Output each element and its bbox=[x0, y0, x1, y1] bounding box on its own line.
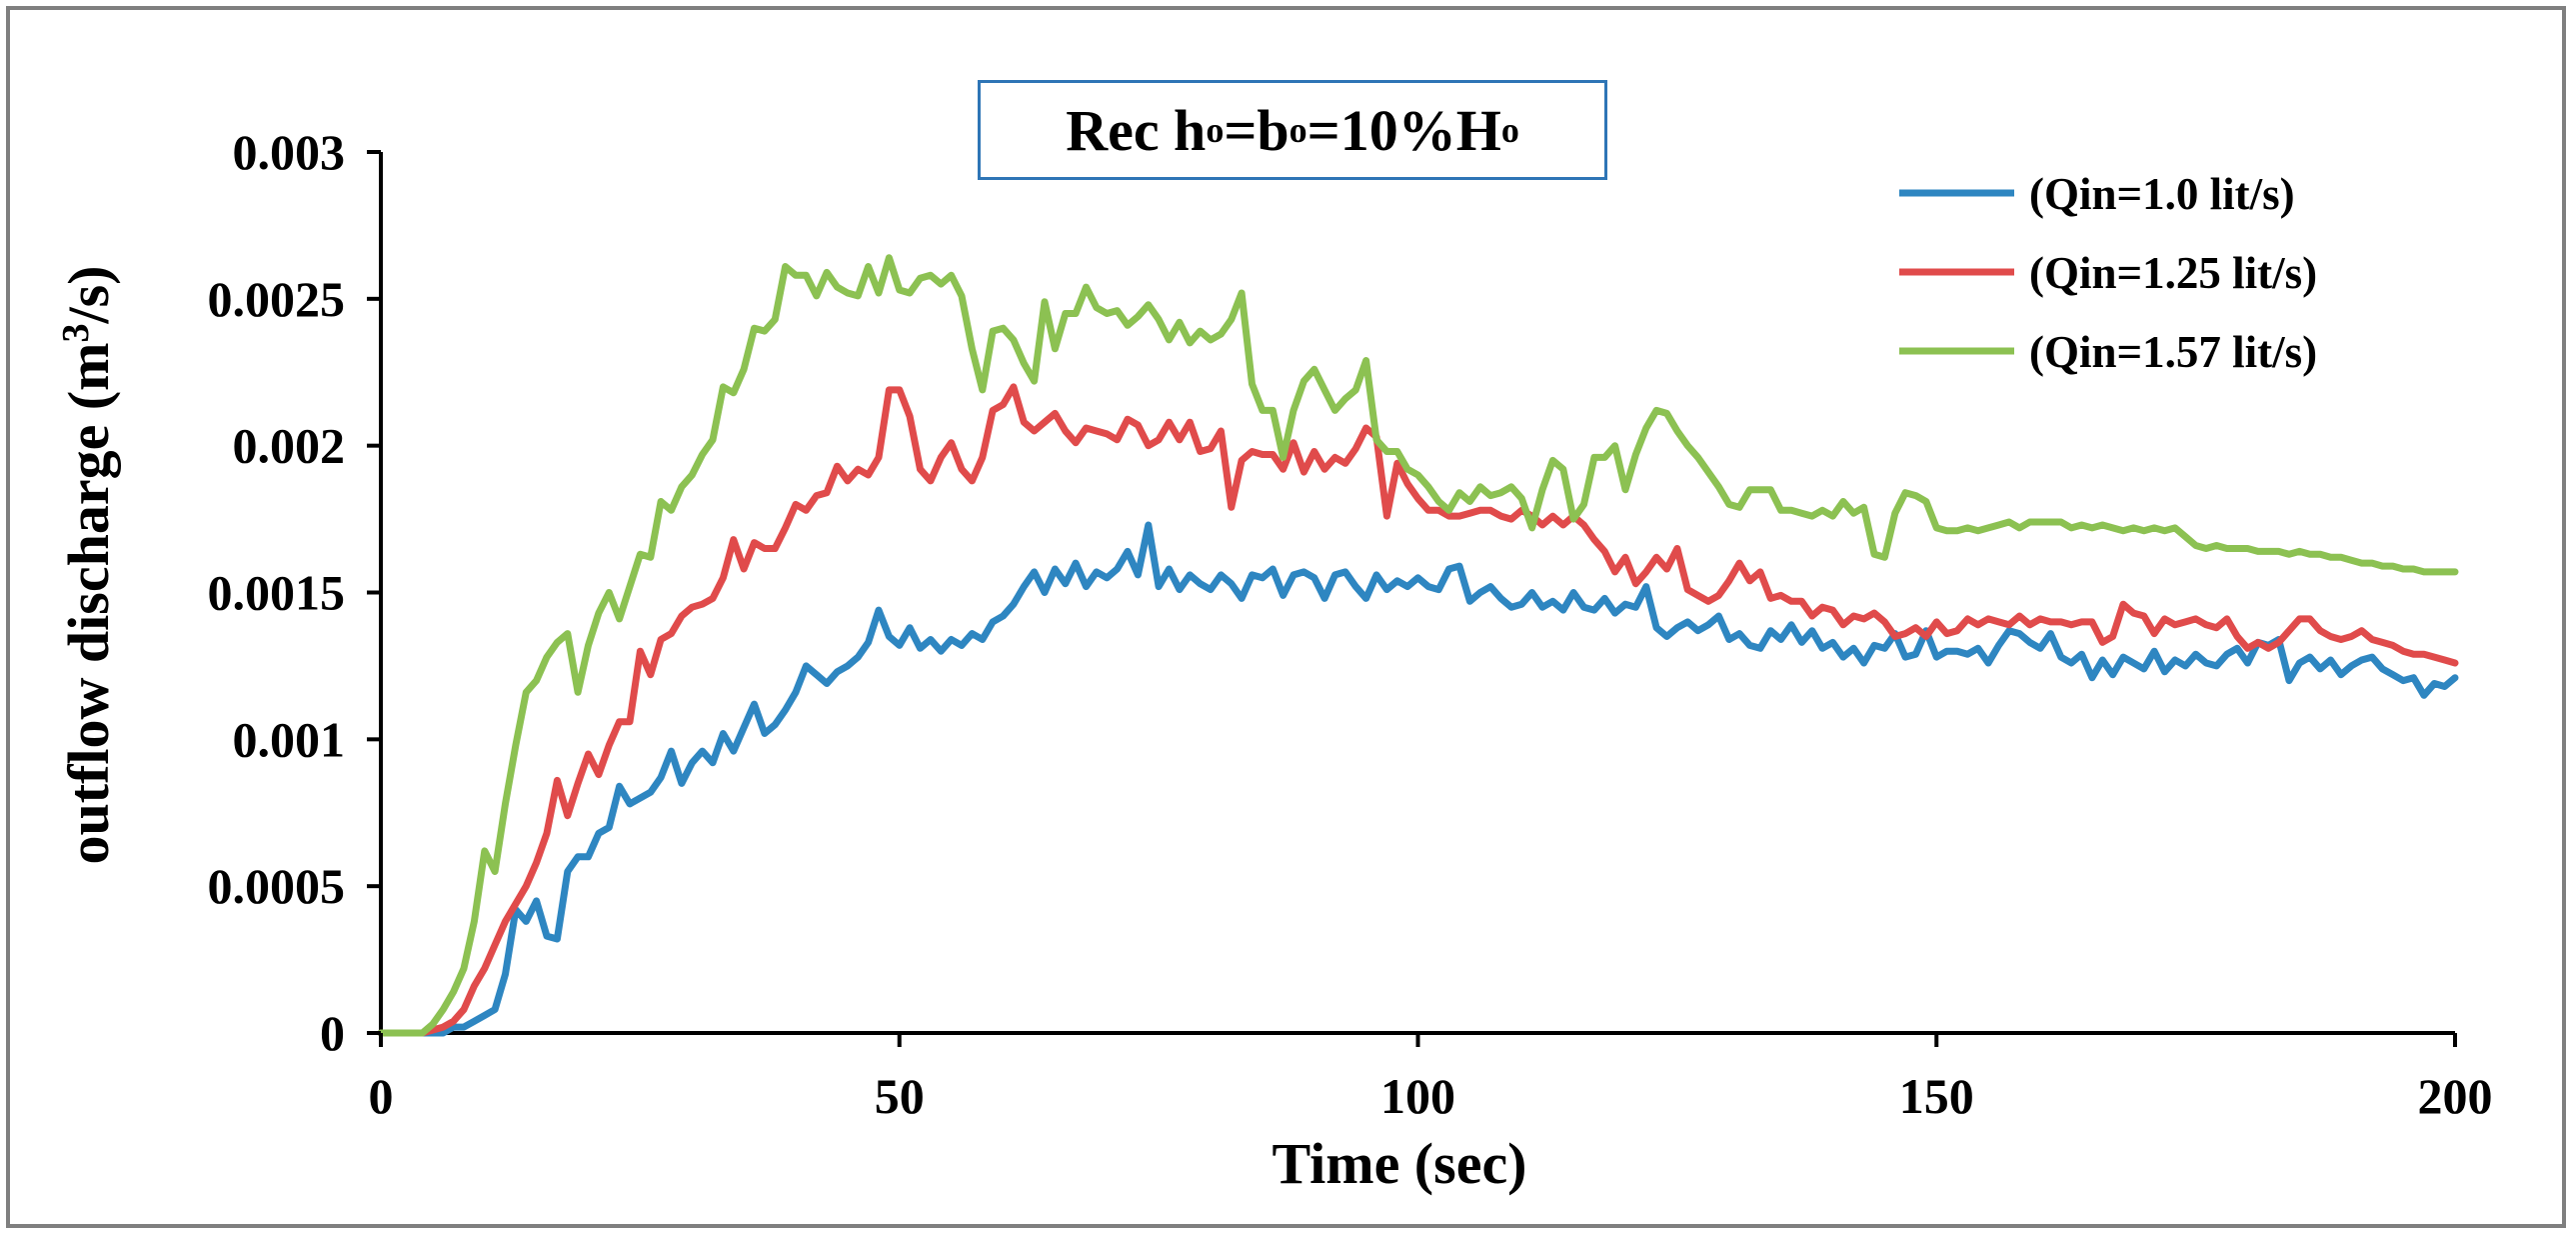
y-tick-label: 0.0015 bbox=[208, 565, 346, 621]
y-tick-label: 0.0005 bbox=[208, 858, 346, 914]
chart-title: Rec h o =b o =10%H o bbox=[978, 80, 1607, 180]
y-tick-label: 0.002 bbox=[233, 418, 346, 474]
x-tick-label: 50 bbox=[875, 1068, 925, 1124]
x-tick-label: 0 bbox=[369, 1068, 394, 1124]
series-line-2 bbox=[377, 383, 2459, 1037]
legend-label-3: (Qin=1.57 lit/s) bbox=[2029, 327, 2317, 377]
legend-label-2: (Qin=1.25 lit/s) bbox=[2029, 248, 2317, 298]
y-tick-label: 0.001 bbox=[233, 711, 346, 767]
x-tick-label: 150 bbox=[1899, 1068, 1974, 1124]
series-line-3 bbox=[377, 254, 2459, 1037]
y-tick-label: 0.003 bbox=[233, 124, 346, 180]
x-axis-title: Time (sec) bbox=[1273, 1131, 1527, 1196]
y-tick-label: 0 bbox=[320, 1005, 345, 1061]
y-axis-title: outflow discharge (m3/s) bbox=[55, 266, 121, 865]
y-tick-label: 0.0025 bbox=[208, 271, 346, 327]
legend-label-1: (Qin=1.0 lit/s) bbox=[2029, 169, 2295, 219]
x-tick-label: 100 bbox=[1380, 1068, 1455, 1124]
x-tick-label: 200 bbox=[2418, 1068, 2493, 1124]
series-line-1 bbox=[377, 521, 2459, 1037]
